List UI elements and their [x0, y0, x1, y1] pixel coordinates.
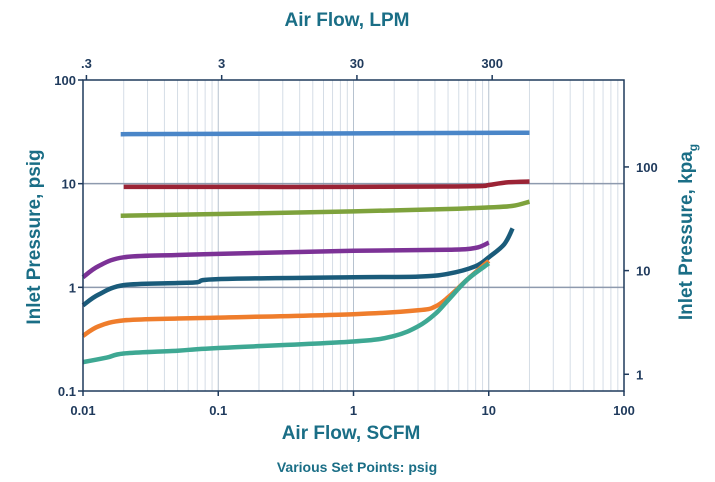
y-tick-label: 0.1: [58, 384, 76, 399]
series-line-1: [120, 130, 530, 137]
series-line-7: [82, 261, 491, 365]
x-tick-label: 10: [482, 403, 496, 418]
chart-title: Air Flow, LPM: [285, 10, 410, 31]
x-tick-label: 100: [613, 403, 635, 418]
y-axis-label: Inlet Pressure, psig: [24, 149, 45, 324]
x-tick-label: 1: [350, 403, 357, 418]
y-tick-label: 100: [54, 73, 76, 88]
y2-axis-label-sub: g: [686, 144, 700, 151]
y2-tick-label: 1: [636, 367, 643, 382]
y2-tick-label: 10: [636, 264, 650, 279]
y2-tick-label: 100: [636, 160, 658, 175]
series-line-4: [81, 240, 490, 280]
x-tick-label: 0.01: [70, 403, 95, 418]
y-tick-label: 10: [62, 177, 76, 192]
series-line-5: [81, 227, 515, 308]
y2-axis-label: Inlet Pressure, kpag: [676, 144, 700, 320]
x2-tick-label: 30: [350, 56, 364, 71]
x-tick-label: 0.1: [209, 403, 227, 418]
series-line-3: [120, 199, 531, 219]
x-axis-label: Air Flow, SCFM: [282, 423, 421, 444]
tick-labels: 0.01 0.1 1 10 100 .3 3 30 300 0.1 1 10 100 1 10 100: [54, 56, 657, 418]
x2-tick-label: 3: [218, 56, 225, 71]
series-layer: [81, 130, 531, 365]
x2-tick-label: 300: [481, 56, 503, 71]
minor-gridlines: [123, 80, 619, 391]
caption: Various Set Points: psig: [277, 459, 437, 475]
x2-tick-label: .3: [81, 56, 92, 71]
series-line-2: [123, 179, 530, 190]
y-tick-label: 1: [69, 280, 76, 295]
y2-axis-label-main: Inlet Pressure, kpa: [676, 151, 697, 320]
series-line-6: [81, 259, 491, 338]
